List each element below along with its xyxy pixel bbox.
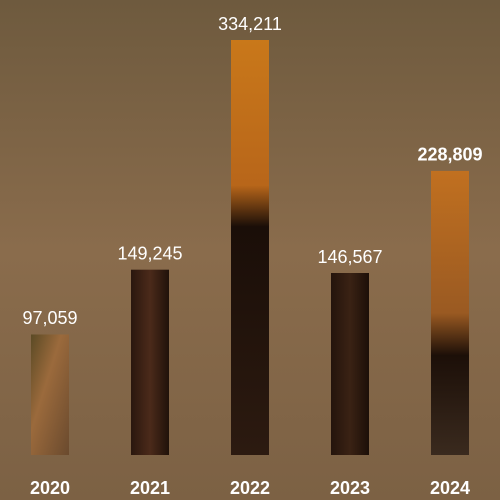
x-tick-label: 2021	[130, 478, 170, 498]
bar	[431, 170, 469, 456]
bar	[331, 273, 369, 455]
value-label: 149,245	[117, 243, 182, 263]
value-label: 228,809	[417, 145, 482, 165]
value-label: 334,211	[218, 14, 282, 34]
value-label: 146,567	[317, 247, 382, 267]
bar	[131, 269, 169, 455]
x-tick-label: 2020	[30, 478, 70, 498]
bar	[31, 334, 69, 455]
bar	[231, 40, 269, 455]
value-label: 97,059	[22, 308, 77, 328]
x-tick-label: 2024	[430, 478, 470, 498]
x-tick-label: 2023	[330, 478, 370, 498]
x-tick-label: 2022	[230, 478, 270, 498]
